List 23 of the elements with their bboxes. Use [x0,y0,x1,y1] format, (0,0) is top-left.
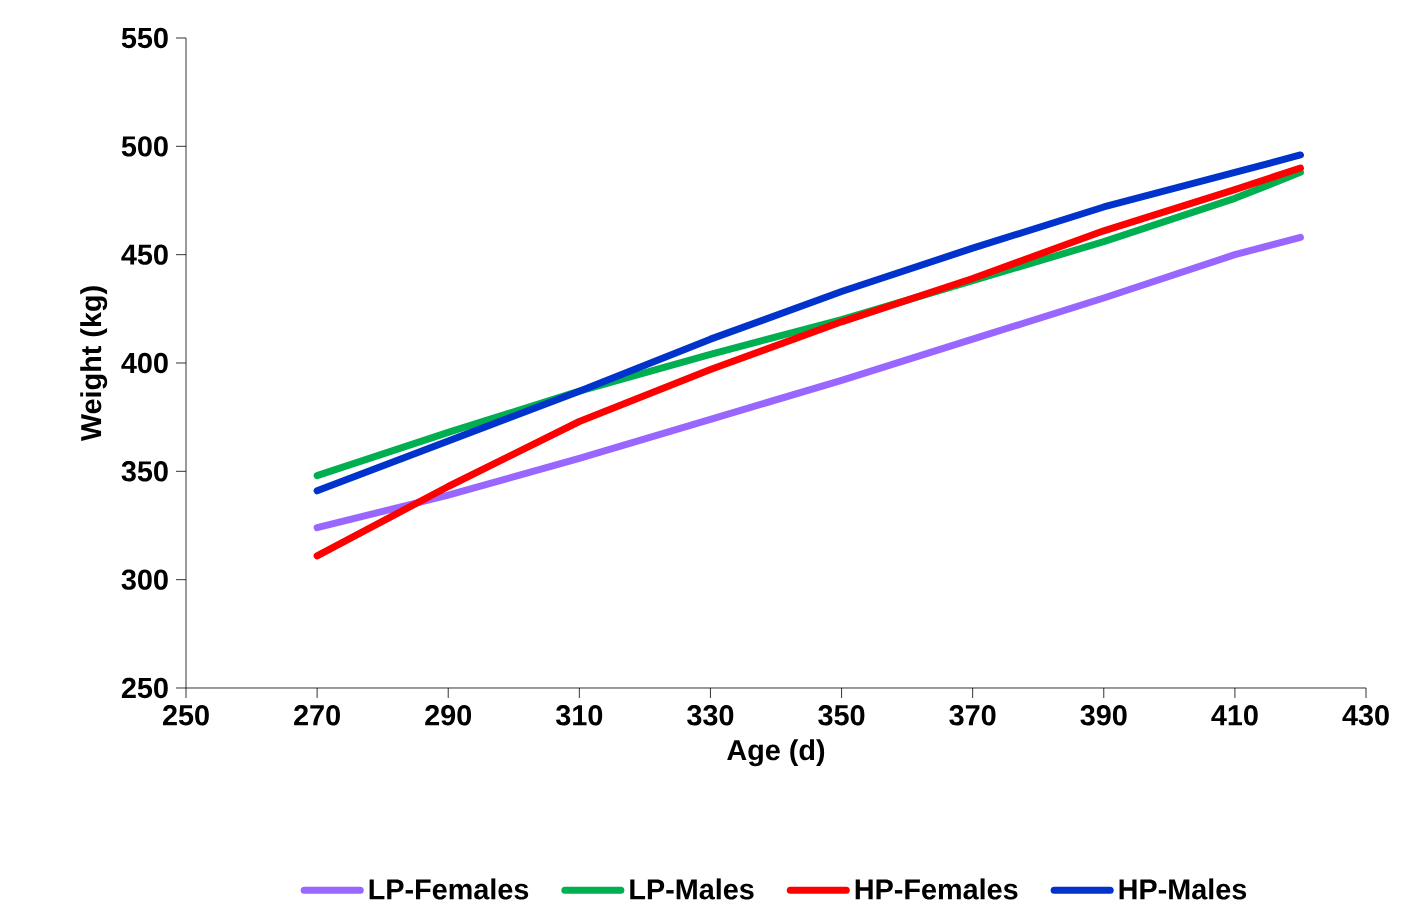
legend-label: HP-Females [855,878,1018,900]
x-axis-title: Age (d) [727,739,825,767]
y-tick-label: 250 [121,677,168,699]
x-tick-label: 410 [1211,705,1258,726]
y-tick-label: 450 [121,244,168,265]
x-tick-label: 250 [162,705,209,726]
legend-label: HP-Males [1119,878,1247,900]
x-tick-label: 350 [818,705,865,726]
x-tick-label: 390 [1080,705,1127,726]
y-tick-label: 350 [121,461,168,482]
x-tick-label: 270 [294,705,340,726]
legend-label: LP-Females [369,878,529,900]
y-tick-label: 300 [121,569,168,590]
legend-label: LP-Males [630,878,754,900]
y-tick-label: 500 [121,136,168,157]
y-tick-label: 550 [121,27,168,49]
y-tick-label: 400 [121,352,168,374]
x-tick-label: 290 [425,705,472,726]
x-tick-label: 430 [1342,705,1389,726]
x-tick-label: 330 [687,705,734,726]
x-tick-label: 370 [949,705,996,726]
x-tick-label: 310 [555,705,603,726]
y-axis-title: Weight (kg) [80,286,108,442]
